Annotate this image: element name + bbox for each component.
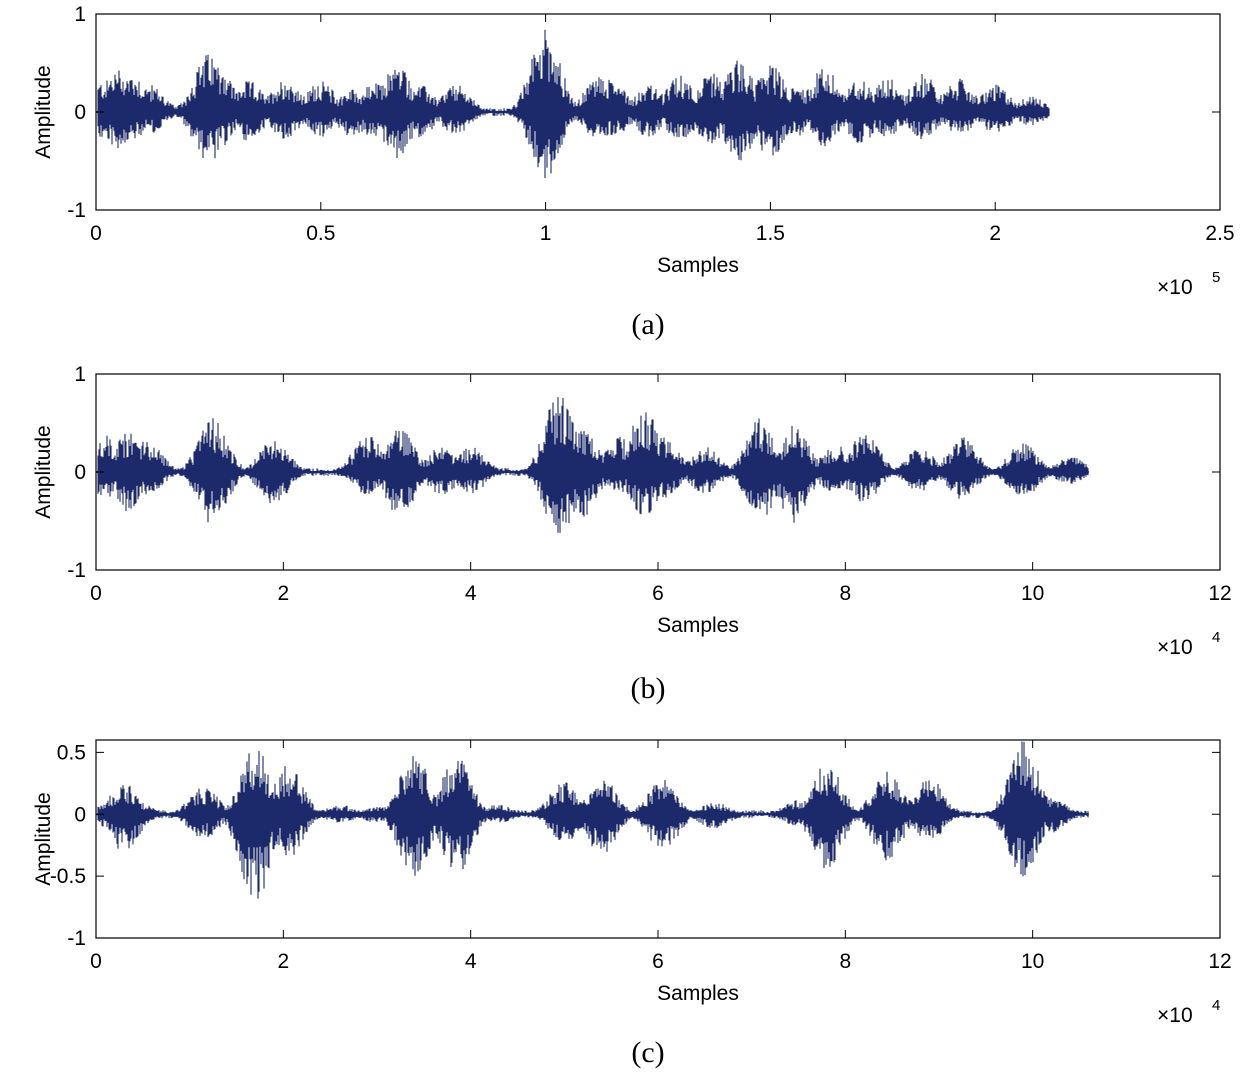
x-tick-label: 8: [839, 582, 851, 605]
x-multiplier: ×10: [1157, 636, 1193, 659]
y-tick-label: 0: [74, 101, 86, 124]
x-tick-label: 2: [277, 950, 289, 973]
x-tick-label: 0: [90, 950, 102, 973]
panel-caption: (b): [631, 672, 666, 705]
x-tick-label: 6: [652, 582, 664, 605]
x-tick-label: 6: [652, 950, 664, 973]
x-tick-label: 2: [277, 582, 289, 605]
y-tick-label: -1: [67, 199, 86, 222]
y-tick-label: 1: [74, 3, 86, 26]
waveform-line: [97, 397, 1089, 533]
x-tick-label: 12: [1208, 950, 1231, 973]
chart-panel-3: 0 2 4 6 8 10 12 -1 -0.5 0 0.5 Samples Amplitude ×10 4 (…: [32, 739, 1232, 1069]
panel-caption: (a): [631, 308, 664, 341]
waveform-series: [96, 741, 1089, 899]
x-axis-label: Samples: [657, 614, 739, 637]
y-tick-label: 1: [74, 363, 86, 386]
y-axis-label: Amplitude: [32, 425, 55, 518]
x-multiplier: ×10: [1157, 276, 1193, 299]
x-multiplier-exponent: 5: [1212, 269, 1220, 286]
y-axis-label: Amplitude: [32, 65, 55, 158]
x-tick-label: 1.5: [756, 222, 785, 245]
y-tick-label: 0.5: [57, 741, 86, 764]
x-tick-label: 4: [465, 582, 477, 605]
x-tick-label: 1: [540, 222, 552, 245]
x-multiplier-exponent: 4: [1212, 629, 1220, 646]
x-tick-label: 8: [839, 950, 851, 973]
y-axis-label: Amplitude: [32, 792, 55, 885]
x-tick-label: 4: [465, 950, 477, 973]
waveform-series: [96, 397, 1089, 533]
x-multiplier: ×10: [1157, 1004, 1193, 1027]
x-tick-label: 2.5: [1205, 222, 1234, 245]
x-multiplier-exponent: 4: [1212, 997, 1220, 1014]
x-tick-label: 10: [1021, 582, 1044, 605]
x-tick-label: 2: [989, 222, 1001, 245]
y-tick-label: 0: [74, 803, 86, 826]
waveform-series: [96, 29, 1050, 179]
waveform-line: [97, 29, 1050, 179]
x-axis-label: Samples: [657, 982, 739, 1005]
x-tick-label: 0: [90, 582, 102, 605]
y-tick-label: -0.5: [50, 865, 86, 888]
x-tick-label: 12: [1208, 582, 1231, 605]
x-tick-label: 0.5: [306, 222, 335, 245]
x-tick-label: 0: [90, 222, 102, 245]
y-tick-label: -1: [67, 927, 86, 950]
panel-caption: (c): [631, 1036, 664, 1069]
waveform-line: [97, 741, 1089, 899]
y-tick-label: 0: [74, 461, 86, 484]
x-tick-label: 10: [1021, 950, 1044, 973]
y-tick-label: -1: [67, 559, 86, 582]
x-axis-label: Samples: [657, 254, 739, 277]
